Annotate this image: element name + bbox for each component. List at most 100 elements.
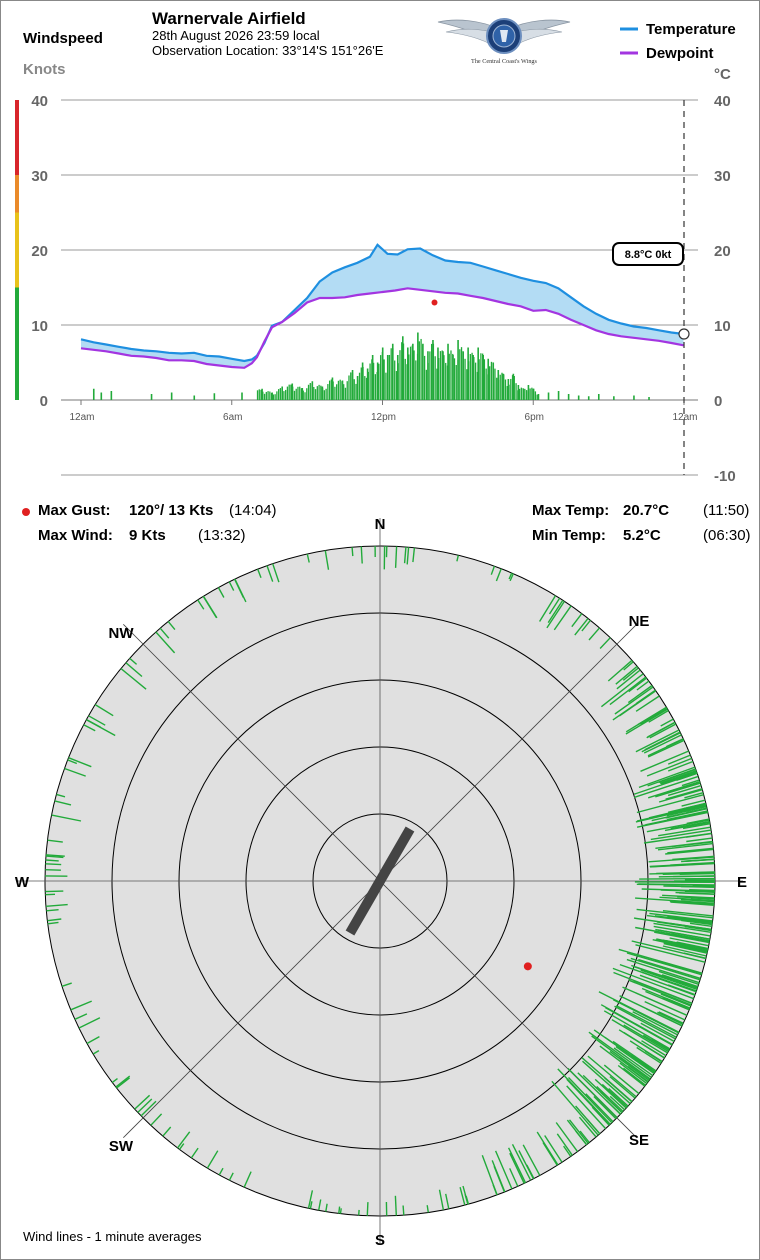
wind-direction-tick <box>218 1167 224 1176</box>
wind-direction-tick <box>366 1202 369 1216</box>
wind-direction-tick <box>609 1095 626 1111</box>
wind-speed-bar <box>436 368 438 400</box>
wind-direction-tick <box>566 1078 611 1126</box>
wind-speed-bar <box>517 390 519 400</box>
wind-speed-bar <box>499 374 501 400</box>
station-title: Warnervale Airfield <box>152 9 306 28</box>
wind-direction-tick <box>636 794 704 814</box>
wind-speed-bar <box>409 346 412 400</box>
wind-direction-tick <box>655 939 708 952</box>
wind-speed-bar <box>441 350 443 400</box>
wind-direction-tick <box>575 1130 588 1146</box>
wind-direction-tick <box>657 1011 684 1025</box>
observation-location: Observation Location: 33°14'S 151°26'E <box>152 43 384 58</box>
wind-direction-tick <box>658 768 697 784</box>
wind-direction-tick <box>125 662 143 678</box>
wind-speed-bar <box>378 363 380 400</box>
wind-speed-bar <box>525 390 528 400</box>
wind-direction-tick <box>202 595 218 619</box>
max-wind-label: Max Wind: <box>38 527 113 544</box>
wind-direction-tick <box>680 885 715 888</box>
wind-direction-tick <box>579 1130 590 1143</box>
wind-speed-bar <box>193 395 196 400</box>
wind-speed-bar <box>351 372 354 400</box>
wind-speed-bar <box>261 388 263 400</box>
wind-direction-tick <box>659 896 715 902</box>
wind-direction-tick <box>669 900 715 905</box>
wind-direction-tick <box>603 1010 671 1050</box>
wind-direction-tick <box>612 999 679 1034</box>
wind-direction-tick <box>609 676 647 706</box>
wind-speed-bar <box>170 392 173 400</box>
runway-indicator <box>345 826 415 936</box>
wind-direction-tick <box>647 739 685 758</box>
wind-speed-bar <box>597 394 600 400</box>
wind-direction-tick <box>635 695 660 712</box>
rose-max-gust-marker <box>523 962 532 971</box>
wind-speed-bar <box>399 350 401 400</box>
wind-direction-tick <box>658 1011 684 1024</box>
wind-direction-tick <box>643 734 682 754</box>
wind-direction-tick <box>638 766 696 789</box>
wind-direction-tick <box>622 986 688 1016</box>
temperature-line <box>80 243 684 363</box>
wind-speed-bar <box>507 379 510 400</box>
wind-direction-tick <box>617 1064 646 1087</box>
wind-speed-bar <box>297 386 299 400</box>
wind-direction-tick <box>150 1113 163 1126</box>
wind-speed-bar <box>397 363 399 400</box>
wind-direction-tick <box>667 784 702 797</box>
wind-direction-tick <box>670 901 715 906</box>
wind-speed-bar <box>423 355 426 400</box>
wind-speed-bar <box>388 354 391 400</box>
wind-speed-bar <box>311 383 313 400</box>
wind-speed-bar <box>415 360 417 400</box>
wind-direction-tick <box>636 1046 662 1064</box>
min-temp-time: (06:30) <box>703 527 751 544</box>
wind-direction-tick <box>86 718 101 728</box>
wind-speed-bar <box>320 385 322 400</box>
wind-direction-tick <box>45 859 59 862</box>
wind-direction-tick <box>548 597 561 615</box>
wind-direction-tick <box>649 723 677 739</box>
wind-direction-tick <box>318 1199 322 1211</box>
wind-lines-note: Wind lines - 1 minute averages <box>23 1229 202 1244</box>
wind-direction-tick <box>625 708 668 735</box>
wind-speed-bar <box>371 359 373 400</box>
wind-speed-bar <box>362 366 364 400</box>
wind-direction-tick <box>167 620 176 631</box>
wind-speed-bar <box>267 391 269 400</box>
wind-speed-bar <box>457 359 459 400</box>
wind-direction-tick <box>658 970 699 985</box>
wind-direction-tick <box>159 627 170 639</box>
wind-speed-bar <box>473 357 475 400</box>
wind-speed-bar <box>364 376 366 400</box>
x-tick-label: 6am <box>223 412 242 423</box>
wind-direction-tick <box>662 872 715 875</box>
wind-direction-tick <box>508 572 513 580</box>
wind-direction-tick <box>667 847 714 854</box>
wind-direction-tick <box>587 1055 637 1098</box>
wind-speed-bar <box>274 394 276 400</box>
wind-direction-tick <box>94 704 114 717</box>
wind-direction-tick <box>599 637 611 649</box>
wind-direction-tick <box>394 1195 397 1216</box>
wind-direction-tick <box>511 1143 532 1181</box>
wind-speed-bar <box>323 390 326 400</box>
wind-direction-tick <box>459 1187 466 1206</box>
wind-direction-tick <box>667 810 708 821</box>
wind-direction-tick <box>685 858 715 862</box>
wind-speed-bar <box>262 391 264 400</box>
wind-speed-bar <box>353 379 355 400</box>
wind-speed-bar <box>301 388 304 400</box>
wind-speed-bar <box>281 388 283 400</box>
wind-direction-tick <box>684 792 704 799</box>
wind-direction-tick <box>619 1062 648 1085</box>
wind-direction-tick <box>509 1152 525 1184</box>
wind-direction-tick <box>659 770 697 784</box>
wind-direction-tick <box>615 665 638 685</box>
wind-direction-tick <box>635 897 715 904</box>
wind-speed-bar <box>648 397 650 400</box>
wind-speed-bar <box>369 363 371 400</box>
wind-direction-tick <box>657 929 711 940</box>
